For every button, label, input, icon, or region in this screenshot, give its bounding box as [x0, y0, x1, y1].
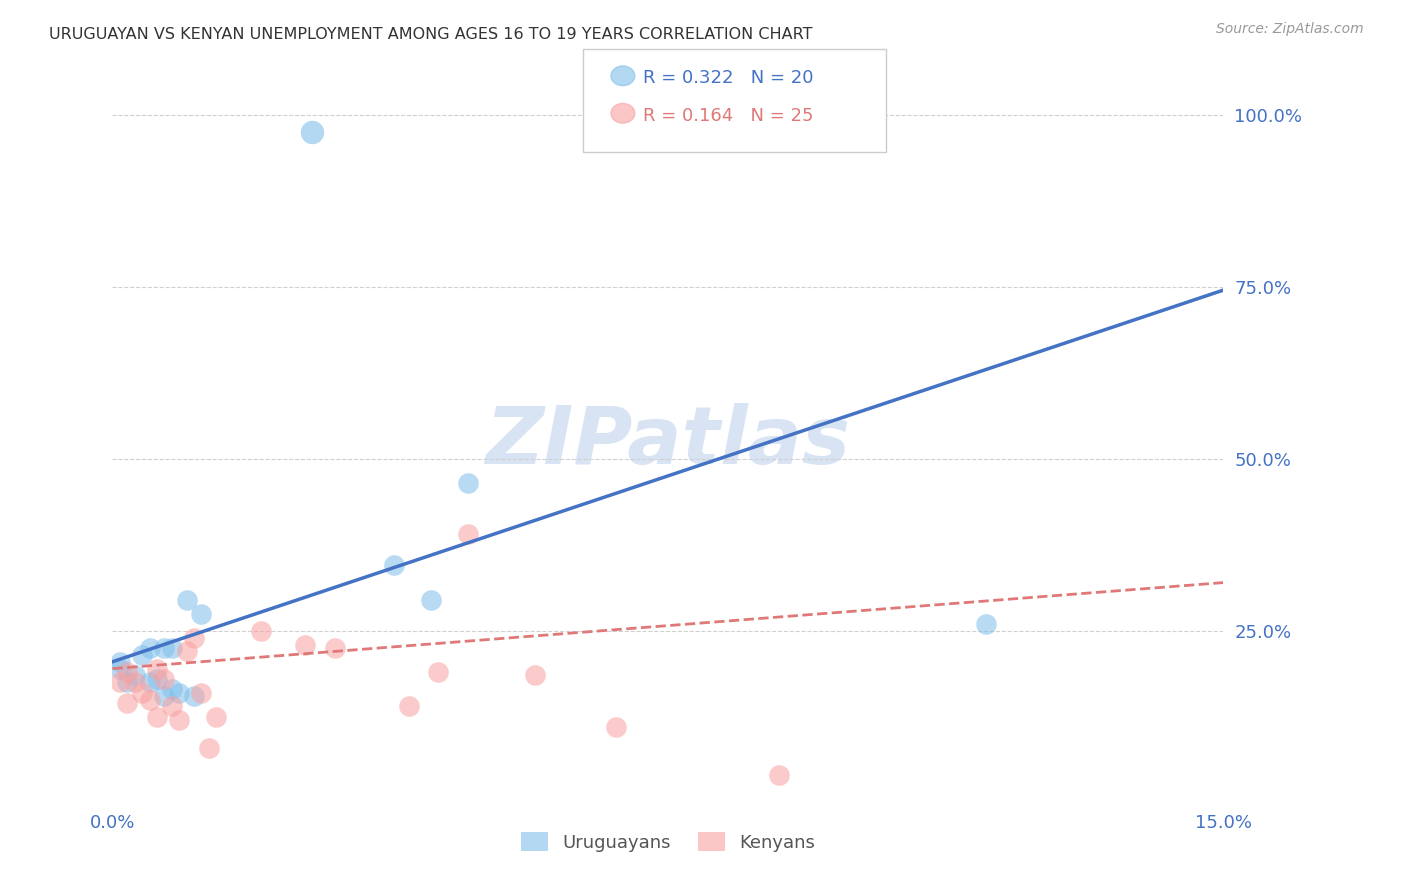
Point	[183, 689, 205, 703]
Point	[176, 644, 198, 658]
Point	[153, 689, 176, 703]
Point	[768, 768, 790, 782]
Text: URUGUAYAN VS KENYAN UNEMPLOYMENT AMONG AGES 16 TO 19 YEARS CORRELATION CHART: URUGUAYAN VS KENYAN UNEMPLOYMENT AMONG A…	[49, 27, 813, 42]
Text: R = 0.322   N = 20: R = 0.322 N = 20	[643, 70, 813, 87]
Text: Source: ZipAtlas.com: Source: ZipAtlas.com	[1216, 22, 1364, 37]
Point	[117, 675, 139, 690]
Point	[205, 710, 228, 724]
Point	[419, 592, 441, 607]
Point	[146, 672, 169, 686]
Point	[176, 592, 198, 607]
Text: R = 0.164   N = 25: R = 0.164 N = 25	[643, 107, 813, 125]
Point	[160, 682, 183, 697]
Point	[138, 640, 160, 655]
Point	[117, 696, 139, 710]
Point	[153, 640, 176, 655]
Point	[108, 655, 131, 669]
Point	[183, 631, 205, 645]
Point	[108, 675, 131, 690]
Point	[124, 668, 146, 682]
Point	[131, 686, 153, 700]
Point	[190, 607, 212, 621]
Point	[427, 665, 450, 679]
Point	[138, 692, 160, 706]
Point	[167, 713, 190, 727]
Point	[160, 699, 183, 714]
Point	[124, 675, 146, 690]
Point	[605, 720, 627, 734]
Point	[160, 640, 183, 655]
Point	[457, 475, 479, 490]
Point	[301, 125, 323, 139]
Text: ZIPatlas: ZIPatlas	[485, 402, 851, 481]
Point	[457, 527, 479, 541]
Point	[153, 672, 176, 686]
Point	[323, 640, 346, 655]
Point	[146, 710, 169, 724]
Point	[294, 638, 316, 652]
Point	[108, 662, 131, 676]
Point	[249, 624, 271, 638]
Ellipse shape	[610, 103, 636, 123]
Point	[167, 686, 190, 700]
Point	[197, 740, 219, 755]
Point	[398, 699, 420, 714]
Ellipse shape	[610, 66, 636, 86]
Legend: Uruguayans, Kenyans: Uruguayans, Kenyans	[513, 825, 823, 859]
Point	[523, 668, 546, 682]
Point	[131, 648, 153, 662]
Point	[138, 675, 160, 690]
Point	[190, 686, 212, 700]
Point	[974, 616, 997, 631]
Point	[382, 558, 405, 573]
Point	[117, 665, 139, 679]
Point	[146, 662, 169, 676]
